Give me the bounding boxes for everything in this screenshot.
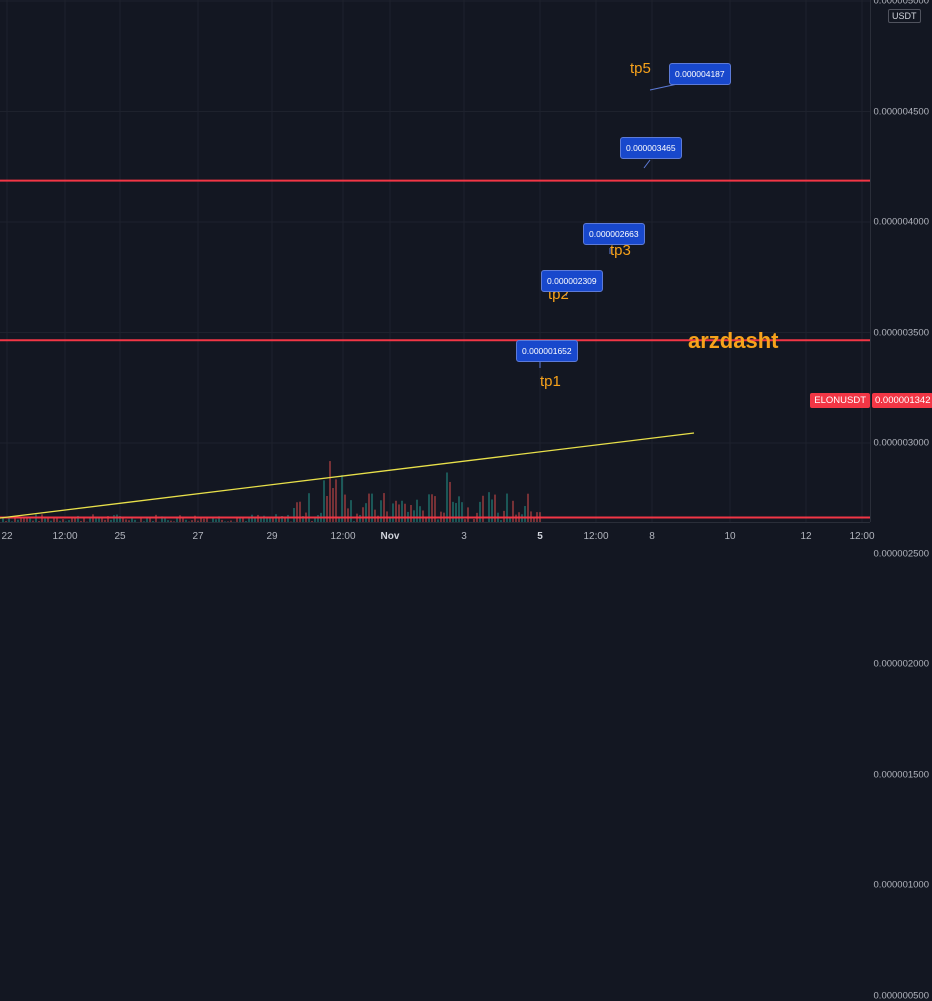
volume-bar (401, 501, 403, 522)
volume-bar (359, 515, 361, 522)
volume-bar (392, 503, 394, 522)
tp1-price-callout[interactable]: 0.000001652 (516, 340, 578, 362)
volume-bar (293, 508, 295, 522)
tp3-price-callout[interactable]: 0.000002663 (583, 223, 645, 245)
tp5-price-callout[interactable]: 0.000004187 (669, 63, 731, 85)
tp5-label[interactable]: tp5 (630, 60, 651, 77)
volume-bar (317, 515, 319, 522)
volume-bar (512, 501, 514, 522)
callout-pointer (644, 160, 650, 168)
time-tick-label: 12 (800, 531, 811, 542)
time-tick-label: 3 (461, 531, 467, 542)
price-tick-label: 0.000003000 (874, 438, 929, 449)
volume-bar (374, 510, 376, 522)
time-tick-label: 8 (649, 531, 655, 542)
chart-area[interactable]: 0.000005000 0.000004500 0.000004000 0.00000… (0, 0, 932, 550)
volume-bar (419, 506, 421, 522)
time-tick-label: 25 (114, 531, 125, 542)
volume-bar (380, 500, 382, 522)
volume-bar (410, 505, 412, 522)
time-tick-label: 29 (266, 531, 277, 542)
trendline (0, 433, 694, 518)
volume-bar (422, 510, 424, 522)
price-tick-label: 0.000004500 (874, 106, 929, 117)
currency-unit-badge[interactable]: USDT (888, 9, 921, 23)
time-tick-label: 12:00 (583, 531, 608, 542)
price-tick-label: 0.000003500 (874, 327, 929, 338)
volume-bar (524, 506, 526, 522)
tp1-label[interactable]: tp1 (540, 373, 561, 390)
volume-bar (452, 502, 454, 522)
volume-bar (299, 502, 301, 522)
volume-bar (416, 500, 418, 522)
time-tick-label: 12:00 (330, 531, 355, 542)
time-tick-label: 22 (1, 531, 12, 542)
time-tick-label: 10 (724, 531, 735, 542)
volume-bar (395, 501, 397, 522)
volume-bar (461, 502, 463, 522)
volume-bar (467, 507, 469, 522)
volume-bar (362, 507, 364, 522)
price-tick-label: 0.000001000 (874, 880, 929, 891)
volume-bar (365, 503, 367, 522)
last-price-label: 0.000001342 (872, 393, 932, 408)
volume-bar (323, 480, 325, 522)
time-tick-label: 27 (192, 531, 203, 542)
price-tick-label: 0.000005000 (874, 0, 929, 7)
time-tick-label: Nov (381, 531, 400, 542)
price-scale[interactable]: 0.000005000 0.000004500 0.000004000 0.00000… (870, 0, 932, 522)
volume-bar (413, 510, 415, 522)
volume-bar (113, 515, 115, 522)
volume-bar (335, 479, 337, 522)
volume-bar (455, 503, 457, 522)
volume-bar (479, 502, 481, 522)
symbol-label: ELONUSDT (810, 393, 870, 408)
price-plot[interactable] (0, 0, 870, 522)
volume-bar (449, 482, 451, 522)
volume-bar (350, 500, 352, 522)
time-tick-label: 12:00 (849, 531, 874, 542)
tp2-price-callout[interactable]: 0.000002309 (541, 270, 603, 292)
volume-bar (404, 504, 406, 522)
volume-bar (179, 515, 181, 522)
volume-bar (329, 461, 331, 522)
author-note[interactable]: arzdasht (688, 328, 778, 354)
volume-bar (503, 511, 505, 522)
price-tick-label: 0.000002000 (874, 659, 929, 670)
volume-bar (347, 508, 349, 522)
tp4-price-callout[interactable]: 0.000003465 (620, 137, 682, 159)
price-tick-label: 0.000000500 (874, 990, 929, 1001)
volume-bar (296, 502, 298, 522)
price-tick-label: 0.000004000 (874, 217, 929, 228)
time-tick-label: 12:00 (52, 531, 77, 542)
volume-bar (341, 475, 343, 522)
volume-bar (491, 499, 493, 522)
time-tick-label: 5 (537, 531, 543, 542)
price-tick-label: 0.000001500 (874, 769, 929, 780)
volume-bar (398, 504, 400, 522)
volume-bar (446, 473, 448, 522)
